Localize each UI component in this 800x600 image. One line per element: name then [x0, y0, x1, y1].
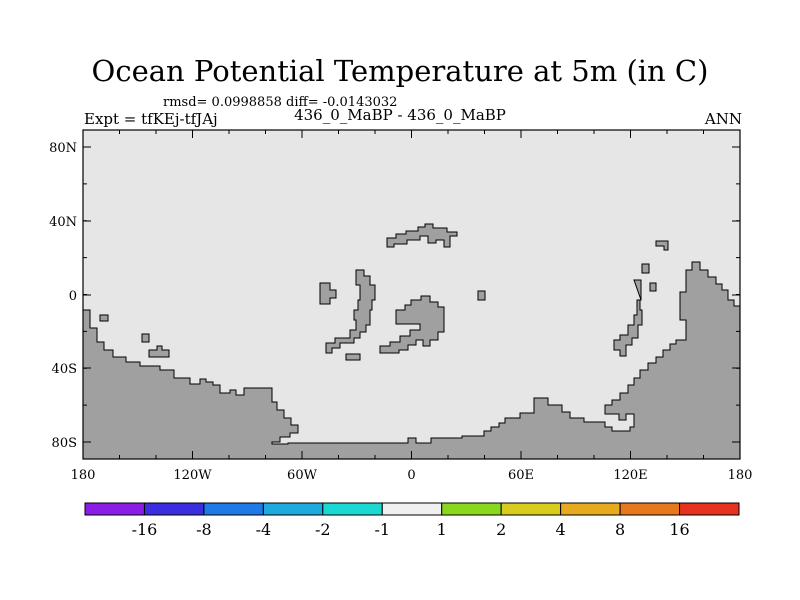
colorbar-swatch [679, 502, 740, 516]
colorbar-swatch [500, 502, 562, 516]
colorbar-label: 1 [437, 520, 447, 539]
land-islet [148, 345, 170, 358]
colorbar-label: -16 [132, 520, 158, 539]
land-islet [477, 290, 486, 301]
land-islet [99, 314, 109, 322]
land-central-islet [319, 282, 337, 305]
case-label: 436_0_MaBP - 436_0_MaBP [294, 106, 506, 124]
lon-tick-label: 120E [613, 468, 647, 483]
colorbar-label: -4 [256, 520, 272, 539]
lat-tick-label: 80N [49, 141, 77, 156]
colorbar-label: 8 [615, 520, 625, 539]
colorbar-swatch [441, 502, 502, 516]
experiment-label: Expt = tfKEj-tfJAj [84, 110, 218, 128]
season-label: ANN [704, 110, 742, 128]
colorbar-label: -2 [315, 520, 331, 539]
lon-tick-label: 180 [71, 468, 96, 483]
land-asia-strip [613, 279, 643, 357]
colorbar-label: 4 [556, 520, 566, 539]
lon-tick-label: 60W [287, 468, 318, 483]
lat-tick-label: 0 [69, 289, 77, 304]
land-central-east [379, 295, 445, 354]
colorbar-label: -8 [196, 520, 212, 539]
land-islet [649, 282, 657, 292]
lon-tick-label: 120W [173, 468, 212, 483]
colorbar-label: 2 [496, 520, 506, 539]
land-south [82, 261, 741, 460]
colorbar-swatch [203, 502, 264, 516]
lat-tick-label: 40N [49, 215, 77, 230]
lat-tick-label: 40S [52, 362, 77, 377]
colorbar-swatch [560, 502, 621, 516]
plot-title: Ocean Potential Temperature at 5m (in C) [91, 54, 709, 88]
colorbar-swatch [322, 502, 383, 516]
colorbar-swatch [143, 502, 205, 516]
colorbar-label: -1 [374, 520, 390, 539]
lon-tick-label: 0 [407, 468, 415, 483]
land-central-islet [345, 353, 361, 361]
land-layer [82, 223, 741, 460]
colorbar-swatch [619, 502, 681, 516]
lon-tick-label: 180 [728, 468, 753, 483]
land-north-arc [386, 223, 458, 248]
colorbar-swatch [262, 502, 324, 516]
lat-tick-label: 80S [52, 436, 77, 451]
land-islet [141, 333, 150, 343]
land-central-west [325, 269, 376, 354]
colorbar-swatch [84, 502, 145, 516]
lon-tick-label: 60E [508, 468, 534, 483]
stats-text: rmsd= 0.0998858 diff= -0.0143032 [163, 95, 398, 110]
land-islet [641, 263, 650, 274]
colorbar-swatch [381, 502, 443, 516]
land-islet [655, 240, 669, 251]
colorbar-label: 16 [669, 520, 689, 539]
